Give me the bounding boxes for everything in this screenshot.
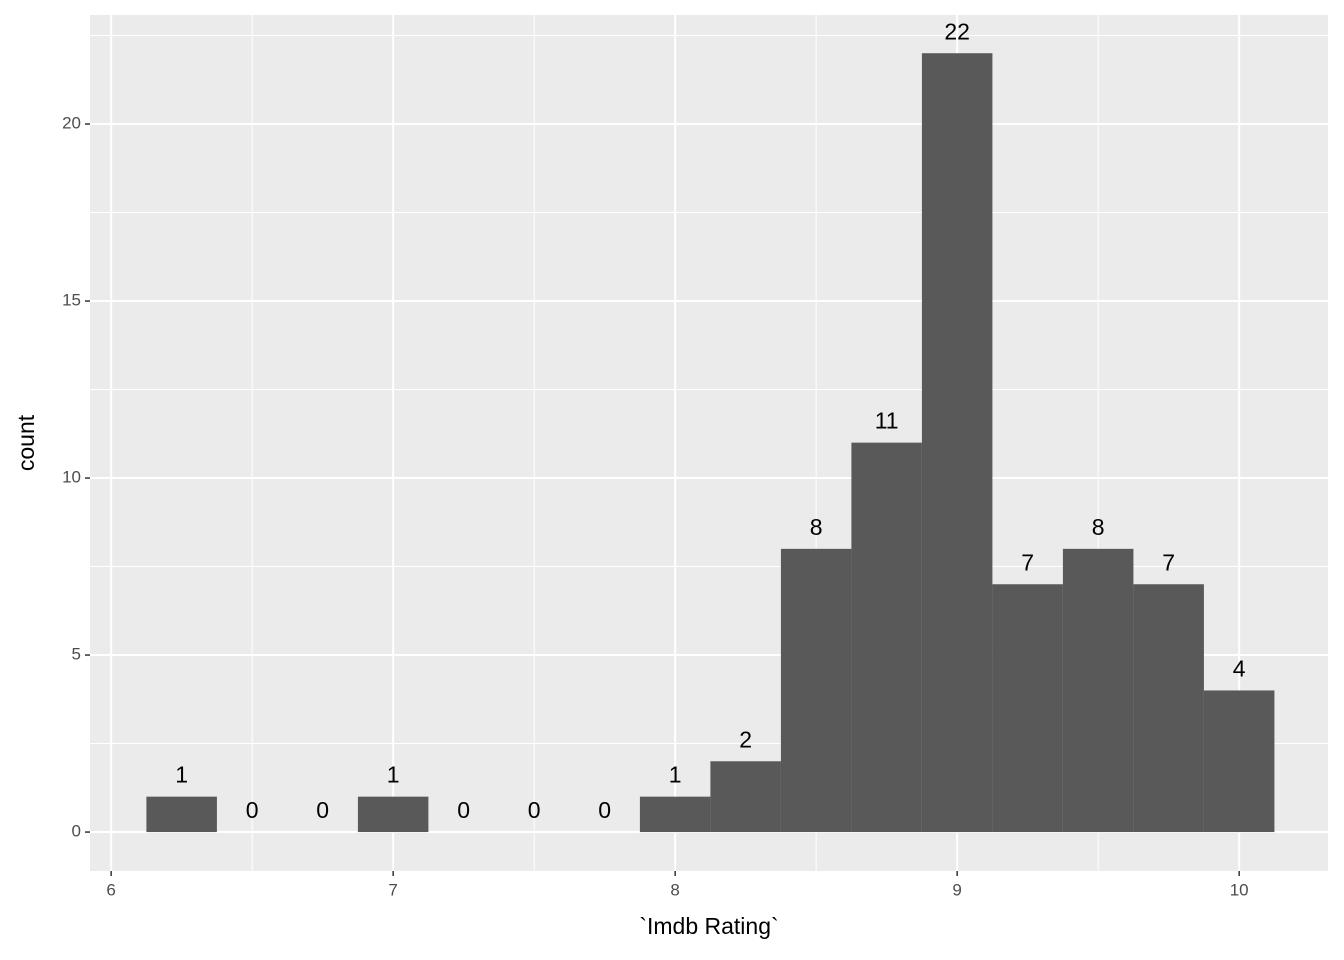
y-axis-title: count [13, 414, 39, 471]
x-axis-title: `Imdb Rating` [639, 913, 778, 939]
x-tick-label: 7 [388, 880, 397, 899]
bar [1133, 584, 1204, 833]
data-label: 1 [387, 762, 400, 788]
bar [780, 548, 852, 833]
x-tick-label: 9 [952, 880, 961, 899]
data-label: 0 [598, 797, 611, 823]
bar [710, 761, 781, 833]
data-label: 0 [246, 797, 259, 823]
bar [357, 796, 429, 833]
data-label: 7 [1162, 549, 1175, 575]
x-tick-label: 8 [670, 880, 679, 899]
data-label: 11 [875, 408, 899, 434]
y-tick-label: 15 [62, 291, 81, 310]
y-tick-label: 0 [72, 822, 81, 841]
bar [851, 442, 922, 833]
y-tick-label: 10 [62, 468, 81, 487]
data-label: 8 [1092, 514, 1105, 540]
bar [1062, 548, 1134, 833]
data-label: 8 [810, 514, 823, 540]
data-label: 1 [175, 762, 188, 788]
data-label: 4 [1233, 656, 1246, 682]
data-label: 22 [944, 18, 970, 44]
data-label: 0 [316, 797, 329, 823]
bar [146, 796, 217, 833]
y-tick-label: 20 [62, 114, 81, 133]
bar [921, 53, 993, 833]
data-label: 7 [1021, 549, 1034, 575]
x-tick-label: 10 [1230, 880, 1249, 899]
y-tick-label: 5 [72, 645, 81, 664]
bar [992, 584, 1063, 833]
data-label: 2 [739, 726, 752, 752]
data-label: 0 [528, 797, 541, 823]
x-tick-label: 6 [106, 880, 115, 899]
data-label: 1 [669, 762, 682, 788]
bar [639, 796, 711, 833]
bar [1203, 690, 1275, 833]
data-label: 0 [457, 797, 470, 823]
